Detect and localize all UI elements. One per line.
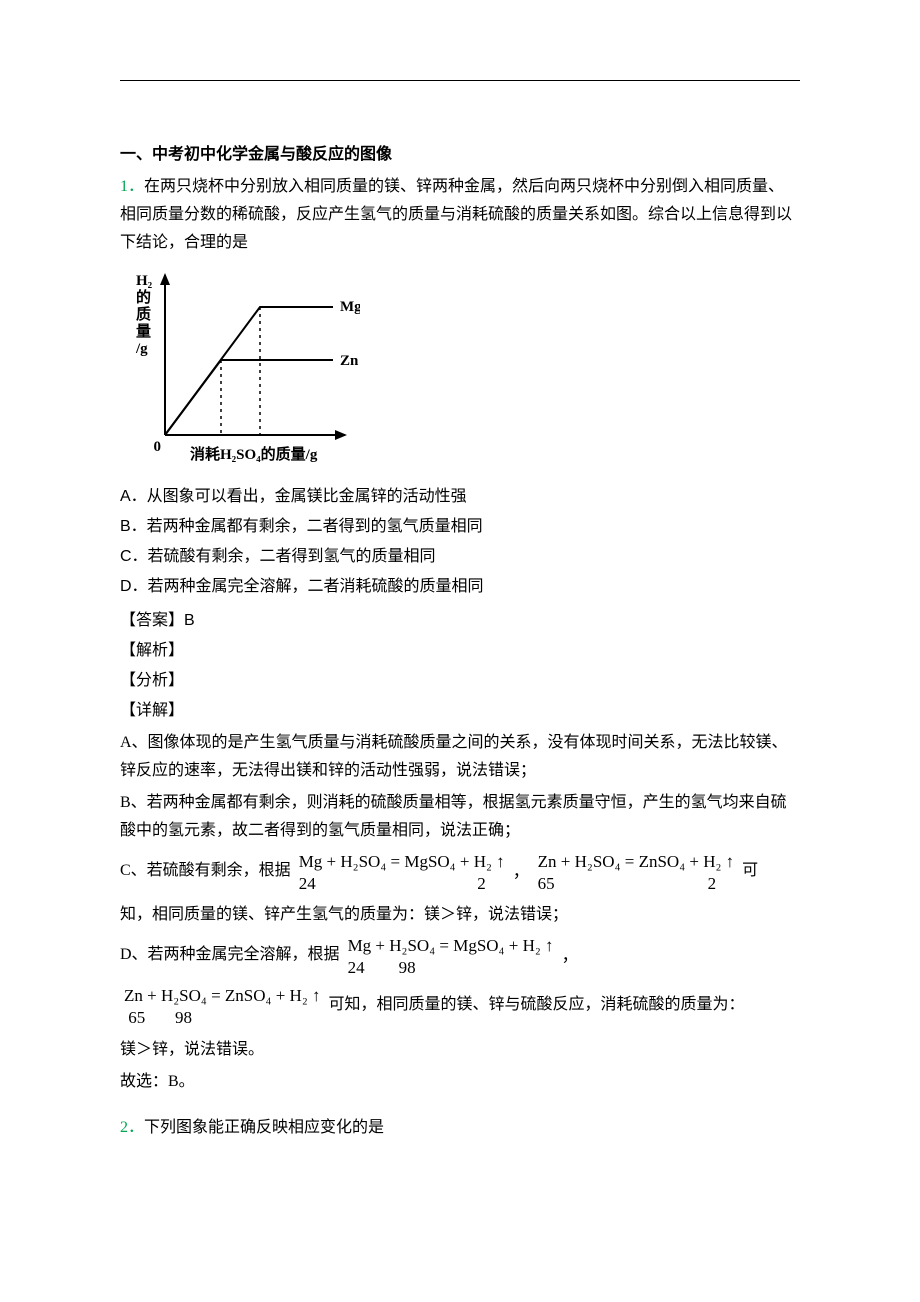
eq-zn-block: Zn + H₂SO₄ = ZnSO₄ + H₂ ↑ 65 2: [538, 851, 735, 895]
eq-mg2-bottom: 24 98: [348, 957, 554, 979]
q2-body: 2．下列图象能正确反映相应变化的是: [120, 1114, 800, 1142]
eq-mg2-block: Mg + H₂SO₄ = MgSO₄ + H₂ ↑ 24 98: [348, 935, 554, 979]
detail-b: B、若两种金属都有剩余，则消耗的硫酸质量相等，根据氢元素质量守恒，产生的氢气均来…: [120, 789, 800, 845]
q1-chart: 0 Mg Zn H₂ 的 质 量 /g 消耗H₂SO₄的质量/g: [120, 265, 800, 475]
x-axis-label: 消耗H₂SO₄的质量/g: [190, 445, 318, 463]
eq-mg2-top: Mg + H₂SO₄ = MgSO₄ + H₂ ↑: [348, 935, 554, 957]
q2-number: 2．: [120, 1119, 144, 1136]
detail-d-conclusion: 镁＞锌，说法错误。: [120, 1036, 800, 1064]
q2-text: 下列图象能正确反映相应变化的是: [144, 1119, 384, 1136]
detail-a: A、图像体现的是产生氢气质量与消耗硫酸质量之间的关系，没有体现时间关系，无法比较…: [120, 729, 800, 785]
section-title: 一、中考初中化学金属与酸反应的图像: [120, 141, 800, 169]
origin-label: 0: [154, 439, 162, 455]
eq-mg-bottom: 24 2: [299, 873, 505, 895]
explain-label: 【解析】: [120, 637, 800, 665]
series-label-mg: Mg: [340, 299, 360, 315]
eq-sep-2: ，: [562, 935, 579, 971]
detail-c-prefix: C、若硫酸有剩余，根据: [120, 851, 291, 885]
detail-c-line2: 知，相同质量的镁、锌产生氢气的质量为：镁＞锌，说法错误；: [120, 901, 800, 929]
eq-mg-block: Mg + H₂SO₄ = MgSO₄ + H₂ ↑ 24 2: [299, 851, 505, 895]
series-label-zn: Zn: [340, 353, 359, 369]
analysis-label: 【分析】: [120, 667, 800, 695]
eq-zn-top: Zn + H₂SO₄ = ZnSO₄ + H₂ ↑: [538, 851, 735, 873]
eq-zn2-bottom: 65 98: [124, 1007, 321, 1029]
q1-body: 1．在两只烧杯中分别放入相同质量的镁、锌两种金属，然后向两只烧杯中分别倒入相同质…: [120, 173, 800, 257]
detail-d-line2: Zn + H₂SO₄ = ZnSO₄ + H₂ ↑ 65 98 可知，相同质量的…: [120, 985, 800, 1029]
answer-value: B: [184, 612, 195, 629]
y-axis-label: H₂ 的 质 量 /g: [135, 273, 156, 357]
top-rule: [120, 80, 800, 81]
eq-zn2-block: Zn + H₂SO₄ = ZnSO₄ + H₂ ↑ 65 98: [124, 985, 321, 1029]
eq-zn-bottom: 65 2: [538, 873, 735, 895]
answer-label: 【答案】: [120, 612, 184, 629]
q1-option-c: C．若硫酸有剩余，二者得到氢气的质量相同: [120, 543, 800, 571]
eq-zn2-top: Zn + H₂SO₄ = ZnSO₄ + H₂ ↑: [124, 985, 321, 1007]
line-chart-svg: 0 Mg Zn H₂ 的 质 量 /g 消耗H₂SO₄的质量/g: [120, 265, 360, 475]
detail-d-suffix: 可知，相同质量的镁、锌与硫酸反应，消耗硫酸的质量为：: [329, 985, 745, 1019]
q1-option-d: D．若两种金属完全溶解，二者消耗硫酸的质量相同: [120, 573, 800, 601]
detail-c-suffix: 可: [742, 851, 758, 885]
eq-mg-top: Mg + H₂SO₄ = MgSO₄ + H₂ ↑: [299, 851, 505, 873]
q1-option-a: A．从图象可以看出，金属镁比金属锌的活动性强: [120, 483, 800, 511]
detail-label: 【详解】: [120, 697, 800, 725]
q1-option-b: B．若两种金属都有剩余，二者得到的氢气质量相同: [120, 513, 800, 541]
q1-answer-block: 【答案】B 【解析】 【分析】 【详解】: [120, 607, 800, 725]
q1-number: 1．: [120, 178, 144, 195]
eq-sep-1: ，: [513, 851, 530, 887]
detail-c-line1: C、若硫酸有剩余，根据 Mg + H₂SO₄ = MgSO₄ + H₂ ↑ 24…: [120, 851, 800, 895]
q1-text: 在两只烧杯中分别放入相同质量的镁、锌两种金属，然后向两只烧杯中分别倒入相同质量、…: [120, 178, 792, 251]
detail-d-prefix: D、若两种金属完全溶解，根据: [120, 935, 340, 969]
q1-final: 故选：B。: [120, 1068, 800, 1096]
detail-d-line1: D、若两种金属完全溶解，根据 Mg + H₂SO₄ = MgSO₄ + H₂ ↑…: [120, 935, 800, 979]
